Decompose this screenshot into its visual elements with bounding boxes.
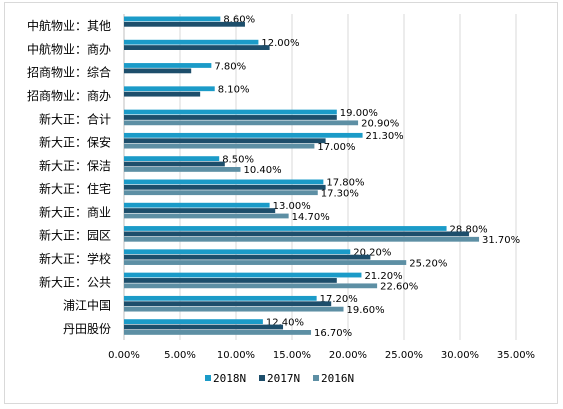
data-label: 28.80% (450, 224, 488, 235)
data-label: 17.00% (317, 142, 355, 153)
category-label: 新大正：住宅 (39, 181, 111, 196)
category-label: 新大正：园区 (39, 228, 111, 243)
bar-2017N (124, 91, 201, 97)
data-label: 25.20% (409, 258, 447, 269)
category-label: 丹田股份 (63, 322, 111, 336)
bar-2018N (124, 249, 351, 255)
bar-2018N (124, 179, 324, 185)
bar-2018N (124, 109, 337, 115)
category-label: 新大正：学校 (39, 251, 111, 266)
legend-label: 2016N (321, 372, 354, 385)
category-label: 中航物业：其他 (27, 18, 111, 33)
bar-2016N (124, 213, 289, 219)
x-tick-label: 30.00% (441, 350, 479, 361)
data-label: 14.70% (292, 212, 330, 223)
data-label: 21.30% (366, 131, 404, 142)
data-label: 10.40% (243, 165, 281, 176)
bar-2016N (124, 167, 241, 172)
bar-2018N (124, 295, 317, 301)
bar-2017N (124, 184, 326, 190)
data-label: 13.00% (273, 201, 311, 212)
legend-swatch-2016N (313, 375, 319, 381)
bar-2018N (124, 156, 220, 162)
bar-2016N (124, 120, 359, 126)
bar-2018N (124, 16, 221, 22)
bar-2016N (124, 306, 344, 312)
category-label: 招商物业：商办 (27, 88, 111, 103)
category-label: 中航物业：商办 (27, 41, 111, 56)
category-label: 新大正：商业 (39, 204, 111, 219)
bar-2018N (124, 202, 270, 208)
bar-2018N (124, 226, 447, 231)
bar-2018N (124, 272, 362, 278)
data-label: 8.10% (218, 85, 250, 96)
bar-2017N (124, 21, 245, 27)
data-label: 19.60% (347, 305, 385, 316)
bar-2017N (124, 115, 337, 120)
x-tick-label: 20.00% (329, 350, 367, 361)
data-label: 20.20% (353, 248, 391, 259)
x-tick-label: 25.00% (385, 350, 423, 361)
data-label: 19.00% (340, 108, 378, 119)
bar-2018N (124, 319, 263, 325)
data-label: 31.70% (482, 235, 520, 246)
data-label: 8.50% (222, 154, 254, 165)
data-label: 12.00% (261, 38, 299, 49)
legend-label: 2017N (267, 372, 300, 385)
data-label: 7.80% (214, 61, 246, 72)
category-label: 新大正：保洁 (39, 158, 111, 173)
bar-2018N (124, 63, 212, 68)
bar-2017N (124, 231, 469, 237)
data-label: 20.90% (361, 119, 399, 130)
data-label: 8.60% (223, 15, 255, 26)
legend-swatch-2018N (205, 375, 211, 381)
bar-2016N (124, 283, 378, 289)
x-tick-label: 5.00% (164, 350, 196, 361)
category-label: 浦江中国 (63, 298, 111, 313)
bar-2016N (124, 143, 315, 149)
bar-2017N (124, 254, 371, 260)
category-label: 新大正：公共 (39, 274, 111, 289)
bar-2017N (124, 301, 332, 307)
category-label: 招商物业：综合 (27, 65, 111, 80)
bar-2016N (124, 236, 480, 242)
data-label: 12.40% (266, 317, 304, 328)
data-label: 21.20% (364, 271, 402, 282)
bar-2017N (124, 208, 276, 213)
legend-swatch-2017N (259, 375, 265, 381)
bar-2016N (124, 260, 407, 265)
bar-2016N (124, 330, 312, 335)
data-label: 17.30% (321, 189, 359, 200)
x-tick-label: 35.00% (497, 350, 535, 361)
data-label: 16.70% (314, 328, 352, 339)
x-tick-label: 0.00% (108, 350, 140, 361)
bar-2017N (124, 138, 326, 144)
bar-2018N (124, 39, 259, 45)
bar-2017N (124, 324, 284, 330)
bar-2018N (124, 132, 363, 138)
data-label: 22.60% (380, 282, 418, 293)
bar-2017N (124, 161, 225, 167)
category-label: 新大正：保安 (39, 135, 111, 150)
data-label: 17.20% (320, 294, 358, 305)
legend-label: 2018N (213, 372, 246, 385)
x-tick-label: 10.00% (217, 350, 255, 361)
bar-2017N (124, 45, 270, 50)
bar-2017N (124, 68, 192, 74)
chart-frame (4, 2, 558, 404)
bar-2018N (124, 86, 215, 92)
data-label: 17.80% (326, 178, 364, 189)
bar-2017N (124, 278, 337, 283)
category-label: 新大正：合计 (39, 111, 111, 126)
bar-2016N (124, 190, 318, 196)
x-tick-label: 15.00% (273, 350, 311, 361)
